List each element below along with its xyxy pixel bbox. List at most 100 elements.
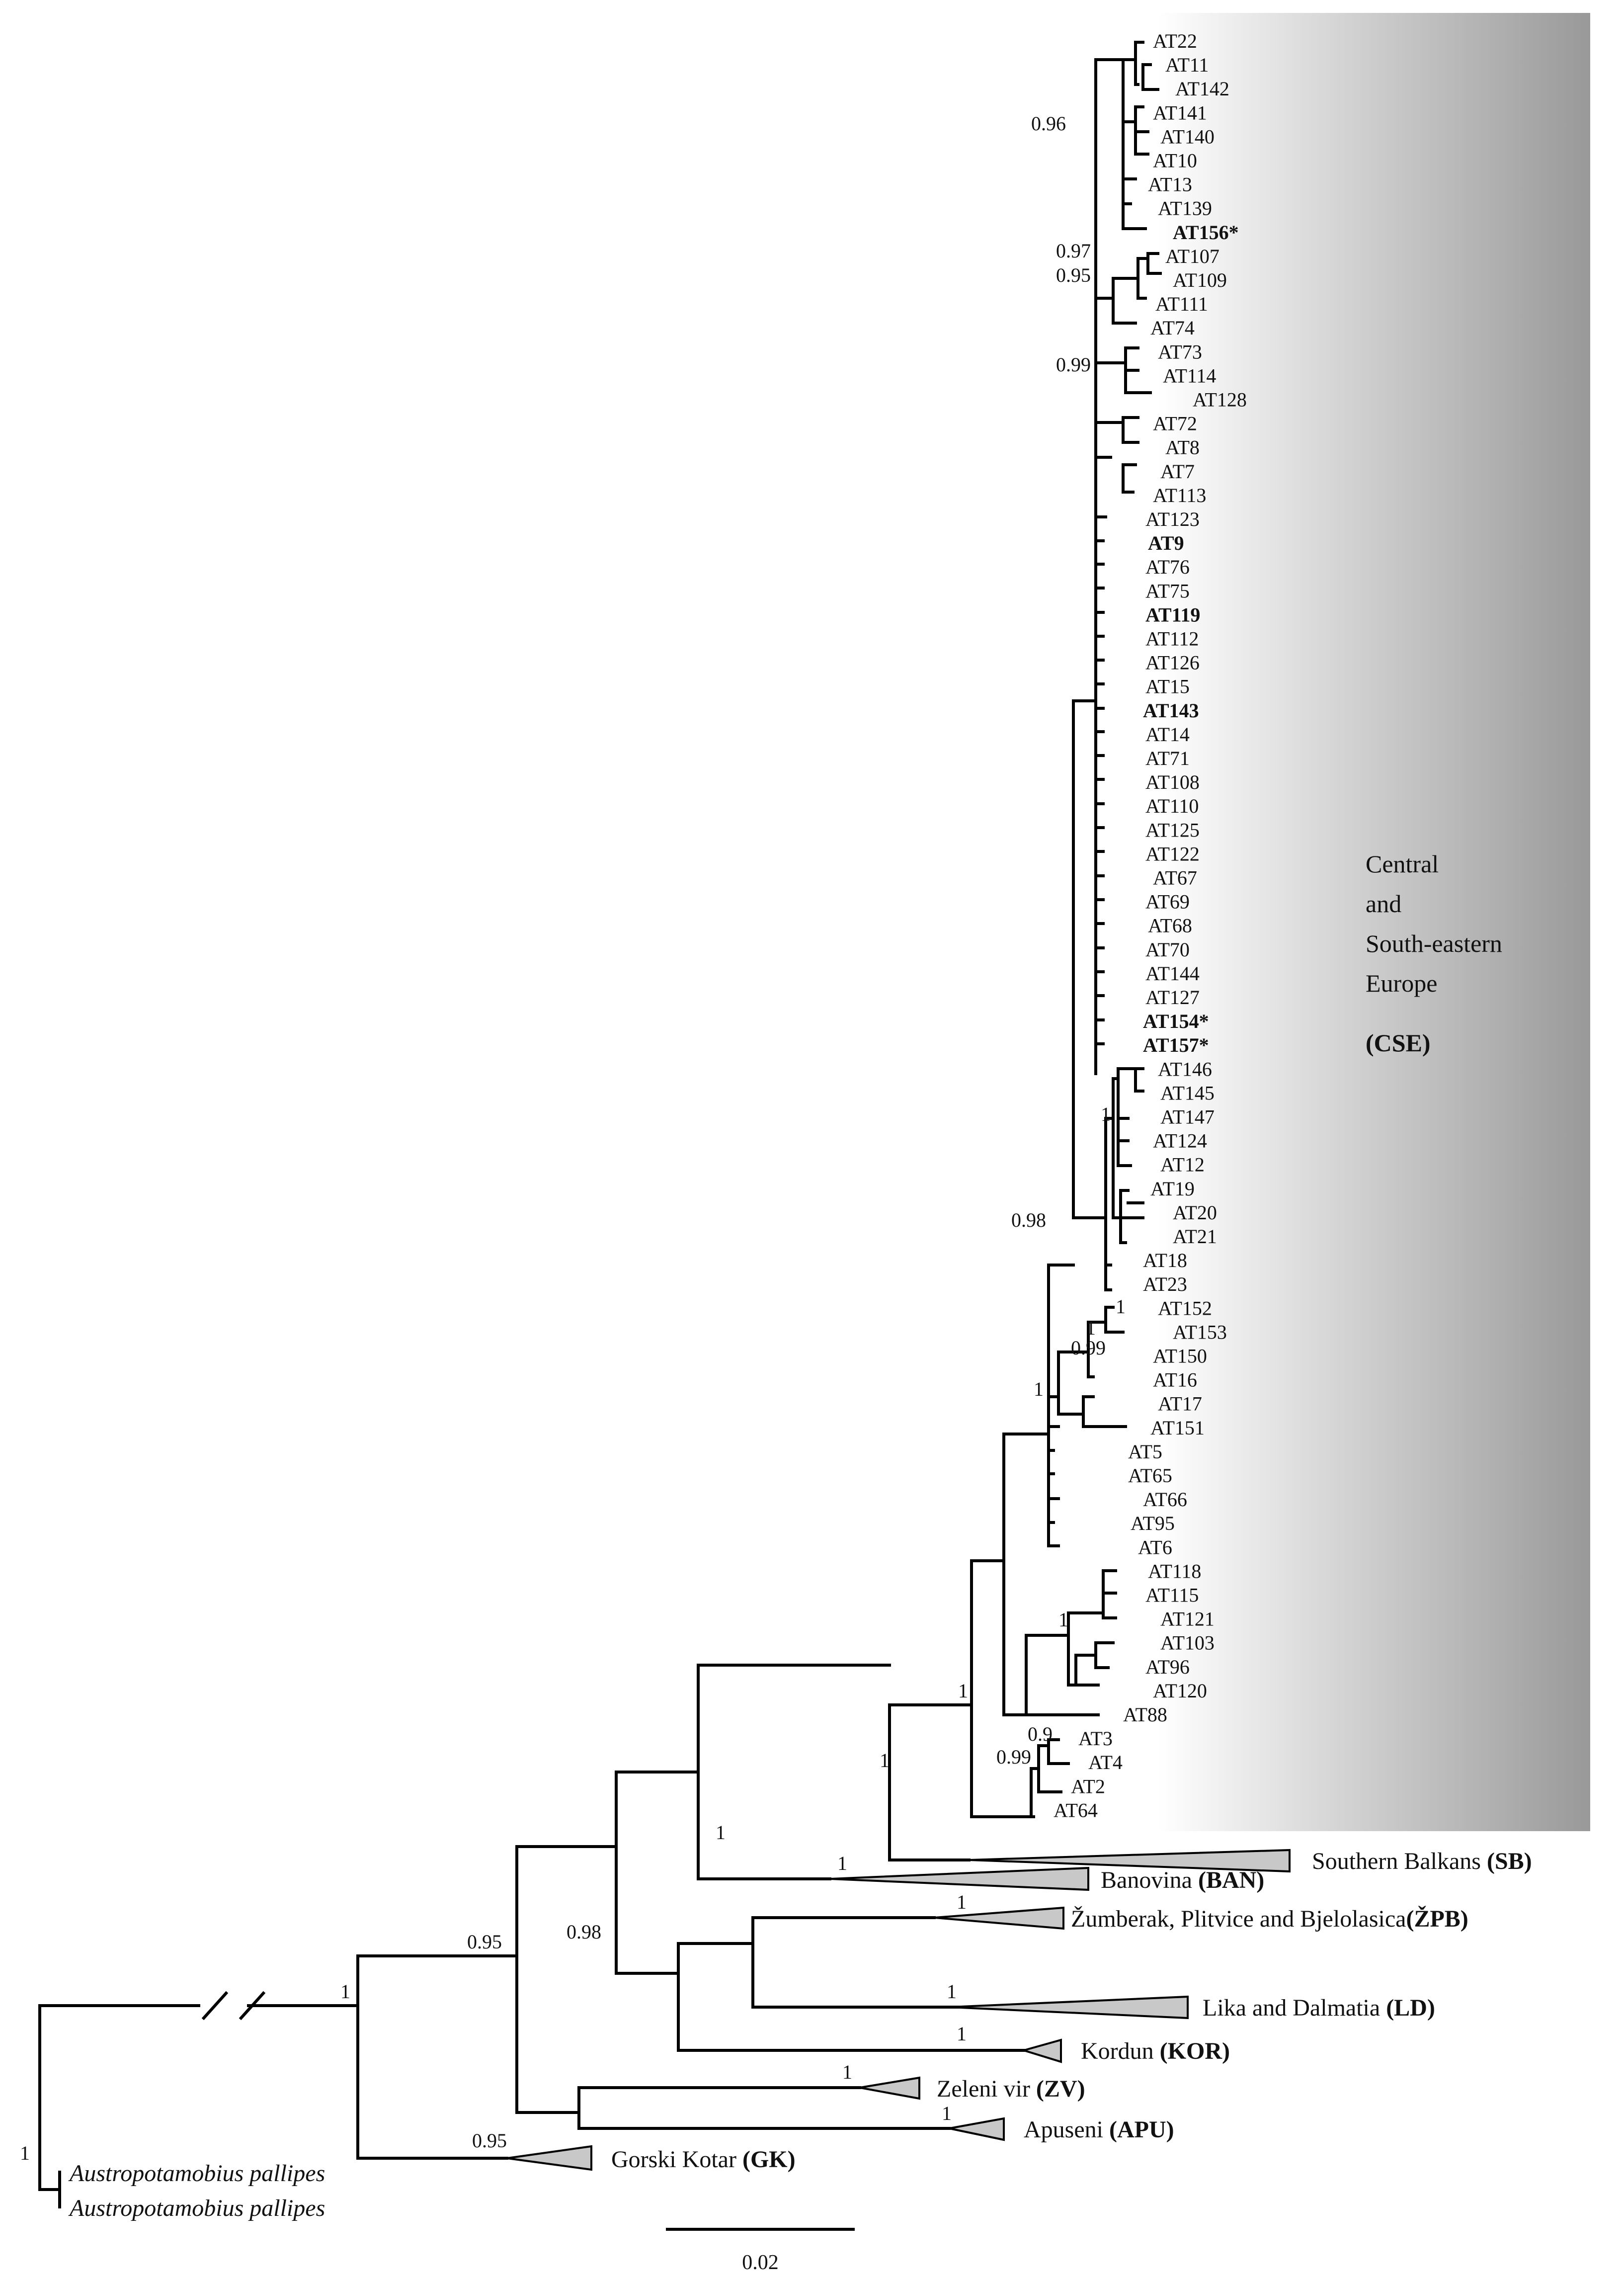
leaf-label: AT140 [1160,125,1215,148]
support-value: 0.98 [567,1921,601,1943]
leaf-label: AT88 [1123,1703,1167,1726]
support-value: 1 [20,2142,30,2164]
clade-name: Zeleni vir [937,2076,1030,2102]
cse-code: (CSE) [1366,1029,1431,1057]
branch-node-1365 [677,1942,1025,2052]
leaf-label: AT19 [1150,1178,1195,1200]
scale-bar-label: 0.02 [742,2251,779,2274]
leaf-label: AT75 [1145,580,1190,602]
support-value: 1 [958,1680,968,1702]
support-value: 1 [1034,1378,1044,1400]
triangle-sb [969,1849,1291,1873]
leaf-label: AT147 [1160,1106,1215,1128]
branch-at22-group [1134,41,1144,86]
clade-support-zpb: 1 [957,1891,967,1913]
clade-label-ld: Lika and Dalmatia (LD) [1203,1995,1435,2021]
clade-support-zv: 1 [842,2061,852,2083]
branch-at3-group [1030,1767,1038,1818]
leaf-label: AT152 [1158,1297,1212,1319]
leaf-label: AT11 [1165,54,1209,76]
triangle-apu [949,2117,1005,2141]
support-value: 0.99 [996,1746,1031,1768]
leaf-label: AT146 [1158,1058,1212,1080]
leaf-label: AT76 [1145,556,1190,578]
leaf-label: AT3 [1078,1727,1113,1750]
branch-at16-17 [1082,1395,1127,1428]
branch-at107-group [1112,277,1139,325]
leaf-label: AT110 [1145,795,1199,817]
branch-node-720 [356,1954,518,2160]
leaf-label: AT8 [1165,436,1200,459]
leaf-label: AT125 [1145,819,1200,841]
axis-break-mark-1 [201,1991,229,2021]
clade-code: (LD) [1386,1995,1435,2021]
branch-at73-group [1124,346,1152,394]
clade-name: Banovina [1101,1867,1192,1893]
clade-label-kor: Kordun (KOR) [1081,2038,1230,2064]
clade-name: Lika and Dalmatia [1203,1995,1380,2021]
support-value: 1 [340,1980,350,2003]
support-value: 0.96 [1031,112,1066,135]
clade-support-gk: 0.95 [472,2129,507,2152]
branch-cse-polytomy [1094,515,1107,1045]
support-value: 0.99 [1071,1337,1106,1359]
clade-support-kor: 1 [957,2023,967,2045]
leaf-labels: AT22AT11AT142AT141AT140AT10AT13AT139AT15… [1054,30,1247,1821]
clade-label-zv: Zeleni vir (ZV) [937,2076,1085,2102]
leaf-label: AT67 [1153,867,1197,889]
support-value: 1 [1116,1295,1126,1318]
cse-line: Central [1366,850,1439,878]
leaf-label: AT68 [1148,915,1192,937]
leaf-label: AT111 [1155,293,1208,315]
cse-line: and [1366,890,1401,918]
clade-code: (APU) [1109,2116,1174,2143]
branch-node-1040 [515,1845,618,2114]
leaf-label: AT113 [1153,484,1206,507]
branch-at118-group [1102,1569,1117,1619]
leaf-label: AT13 [1148,173,1192,196]
leaf-label: AT16 [1153,1369,1197,1391]
leaf-label: AT124 [1153,1130,1207,1152]
branch-top-group [1122,58,1147,230]
collapsed-triangles [506,1849,1291,2171]
leaf-label: AT122 [1145,843,1200,865]
support-values: 0.96 0.97 0.95 0.99 0.98 1 1 0.99 1 1 1 … [20,112,1126,2164]
leaf-label: AT14 [1145,723,1190,746]
leaf-label: AT108 [1145,771,1200,793]
leaf-label: AT123 [1145,508,1200,530]
branch-node-1955 [970,1559,1033,1818]
leaf-label: AT143 [1143,699,1199,722]
triangle-ld [949,1995,1189,2020]
clade-label-ban: Banovina (BAN) [1101,1867,1264,1893]
branch-at3-sub [1035,1738,1070,1793]
axis-break-mark-2 [239,1991,266,2021]
tree-branches [38,41,1179,2208]
leaf-label: AT70 [1145,938,1190,961]
leaf-label: AT95 [1131,1512,1175,1534]
branch-at152-group [1087,1306,1125,1378]
support-value: 0.97 [1056,240,1091,262]
branch-at7-113 [1122,463,1137,494]
leaf-label: AT73 [1158,340,1202,363]
leaf-label: AT154* [1143,1010,1209,1032]
branch-at139-156 [1122,202,1144,230]
clade-code: (KOR) [1160,2038,1230,2064]
leaf-label: AT128 [1193,389,1247,411]
leaf-label: AT145 [1160,1082,1215,1104]
leaf-label: AT15 [1145,676,1190,698]
triangle-kor [1020,2038,1062,2063]
leaf-label: AT126 [1145,652,1200,674]
cse-line: South-eastern [1366,929,1502,957]
clade-labels: 1 1 1 1 1 1 0.95 Southern Balkans (SB) B… [472,1848,1532,2173]
branch-node-1790 [888,1703,973,1861]
leaf-label: AT4 [1088,1751,1123,1773]
leaf-label: AT5 [1128,1440,1162,1463]
leaf-label: AT150 [1153,1345,1207,1367]
support-value: 1 [1058,1608,1068,1631]
leaf-label: AT151 [1150,1417,1205,1439]
branch-at141-group [1122,105,1149,180]
leaf-label: AT156* [1173,221,1239,244]
clade-code: (SB) [1487,1848,1532,1874]
clade-name: Gorski Kotar [611,2146,736,2173]
leaf-label: AT103 [1160,1632,1215,1654]
